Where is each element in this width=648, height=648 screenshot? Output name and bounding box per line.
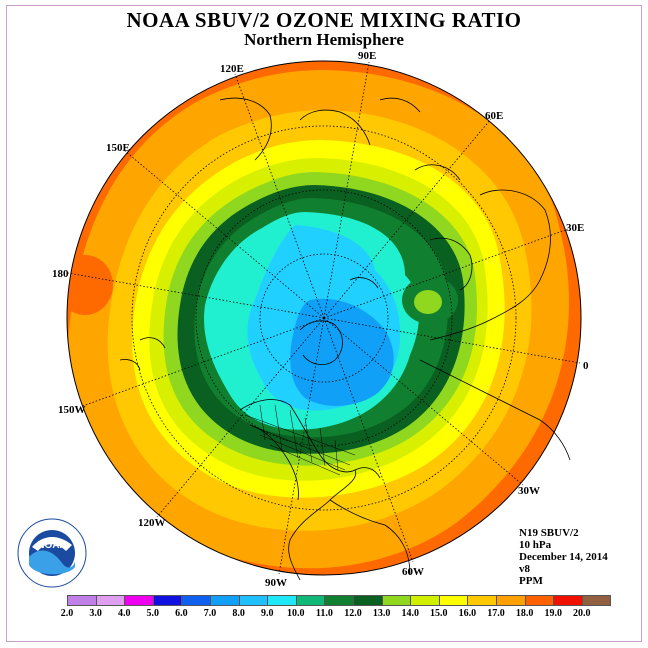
info-block: N19 SBUV/2 10 hPa December 14, 2014 v8 P… xyxy=(519,527,608,587)
colorbar-swatch xyxy=(381,595,412,606)
map-boundary xyxy=(66,60,582,576)
lon-label-150w: 150W xyxy=(58,404,86,416)
colorbar-label: 4.0 xyxy=(117,608,131,619)
colorbar-label: 12.0 xyxy=(344,608,362,619)
lon-label-60w: 60W xyxy=(402,566,424,578)
colorbar-label: 17.0 xyxy=(487,608,505,619)
lon-label-0: 0 xyxy=(583,360,589,372)
colorbar-label: 3.0 xyxy=(89,608,102,619)
colorbar-swatch xyxy=(581,595,612,606)
us-state-grid xyxy=(244,404,356,476)
colorbar-swatch xyxy=(267,595,297,606)
lon-label-120w: 120W xyxy=(138,517,166,529)
colorbar-swatch xyxy=(324,595,354,606)
colorbar-swatch xyxy=(210,595,240,606)
colorbar-swatch xyxy=(295,595,326,606)
map-title: NOAA SBUV/2 OZONE MIXING RATIO xyxy=(126,8,522,32)
info-satellite: N19 SBUV/2 xyxy=(519,527,579,539)
lon-label-60e: 60E xyxy=(485,110,504,122)
colorbar-label: 6.0 xyxy=(175,608,188,619)
colorbar-label: 20.0 xyxy=(573,608,591,619)
colorbar-label: 9.0 xyxy=(260,608,274,619)
colorbar-label: 14.0 xyxy=(401,608,419,619)
colorbar-label: 16.0 xyxy=(458,608,477,619)
colorbar-label: 10.0 xyxy=(287,608,305,619)
colorbar-swatch xyxy=(67,595,97,606)
colorbar-swatch xyxy=(438,595,469,606)
band-blue xyxy=(290,298,394,406)
lon-label-90w: 90W xyxy=(265,577,287,589)
colorbar-swatch xyxy=(181,595,211,606)
europe-anomaly-core xyxy=(414,290,442,314)
info-pressure: 10 hPa xyxy=(519,539,552,551)
graticule xyxy=(67,61,581,575)
colorbar-swatch xyxy=(152,595,183,606)
colorbar-swatch xyxy=(238,595,269,606)
lon-label-30w: 30W xyxy=(518,485,540,497)
lon-label-180: 180 xyxy=(52,268,69,280)
lon-label-90e: 90E xyxy=(358,50,377,62)
colorbar-swatch xyxy=(353,595,383,606)
colorbar-swatch xyxy=(410,595,440,606)
colorbar-swatch xyxy=(496,595,526,606)
logo: NOAA xyxy=(17,518,87,588)
colorbar-swatch xyxy=(467,595,497,606)
colorbar-label: 5.0 xyxy=(146,608,160,619)
lon-label-120e: 120E xyxy=(220,63,244,75)
lon-label-150e: 150E xyxy=(106,142,130,154)
info-date: December 14, 2014 xyxy=(519,551,608,563)
colorbar-label: 19.0 xyxy=(544,608,562,619)
coastlines xyxy=(119,97,571,581)
info-version: v8 xyxy=(519,563,530,575)
lon-label-30e: 30E xyxy=(566,222,585,234)
colorbar-label: 15.0 xyxy=(430,608,448,619)
colorbar-label: 13.0 xyxy=(372,608,391,619)
colorbar-swatch xyxy=(524,595,555,606)
colorbar-label: 8.0 xyxy=(232,608,245,619)
logo-text: NOAA xyxy=(37,540,66,551)
info-units: PPM xyxy=(519,575,543,587)
colorbar-swatch xyxy=(124,595,154,606)
colorbar-swatch xyxy=(553,595,583,606)
colorbar-swatch xyxy=(95,595,126,606)
colorbar-label: 7.0 xyxy=(203,608,217,619)
image-frame xyxy=(6,5,642,642)
map-subtitle: Northern Hemisphere xyxy=(244,30,404,49)
colorbar-label: 2.0 xyxy=(60,608,74,619)
colorbar-label: 18.0 xyxy=(515,608,534,619)
pacific-anomaly xyxy=(67,255,113,315)
colorbar-label: 11.0 xyxy=(315,608,333,619)
